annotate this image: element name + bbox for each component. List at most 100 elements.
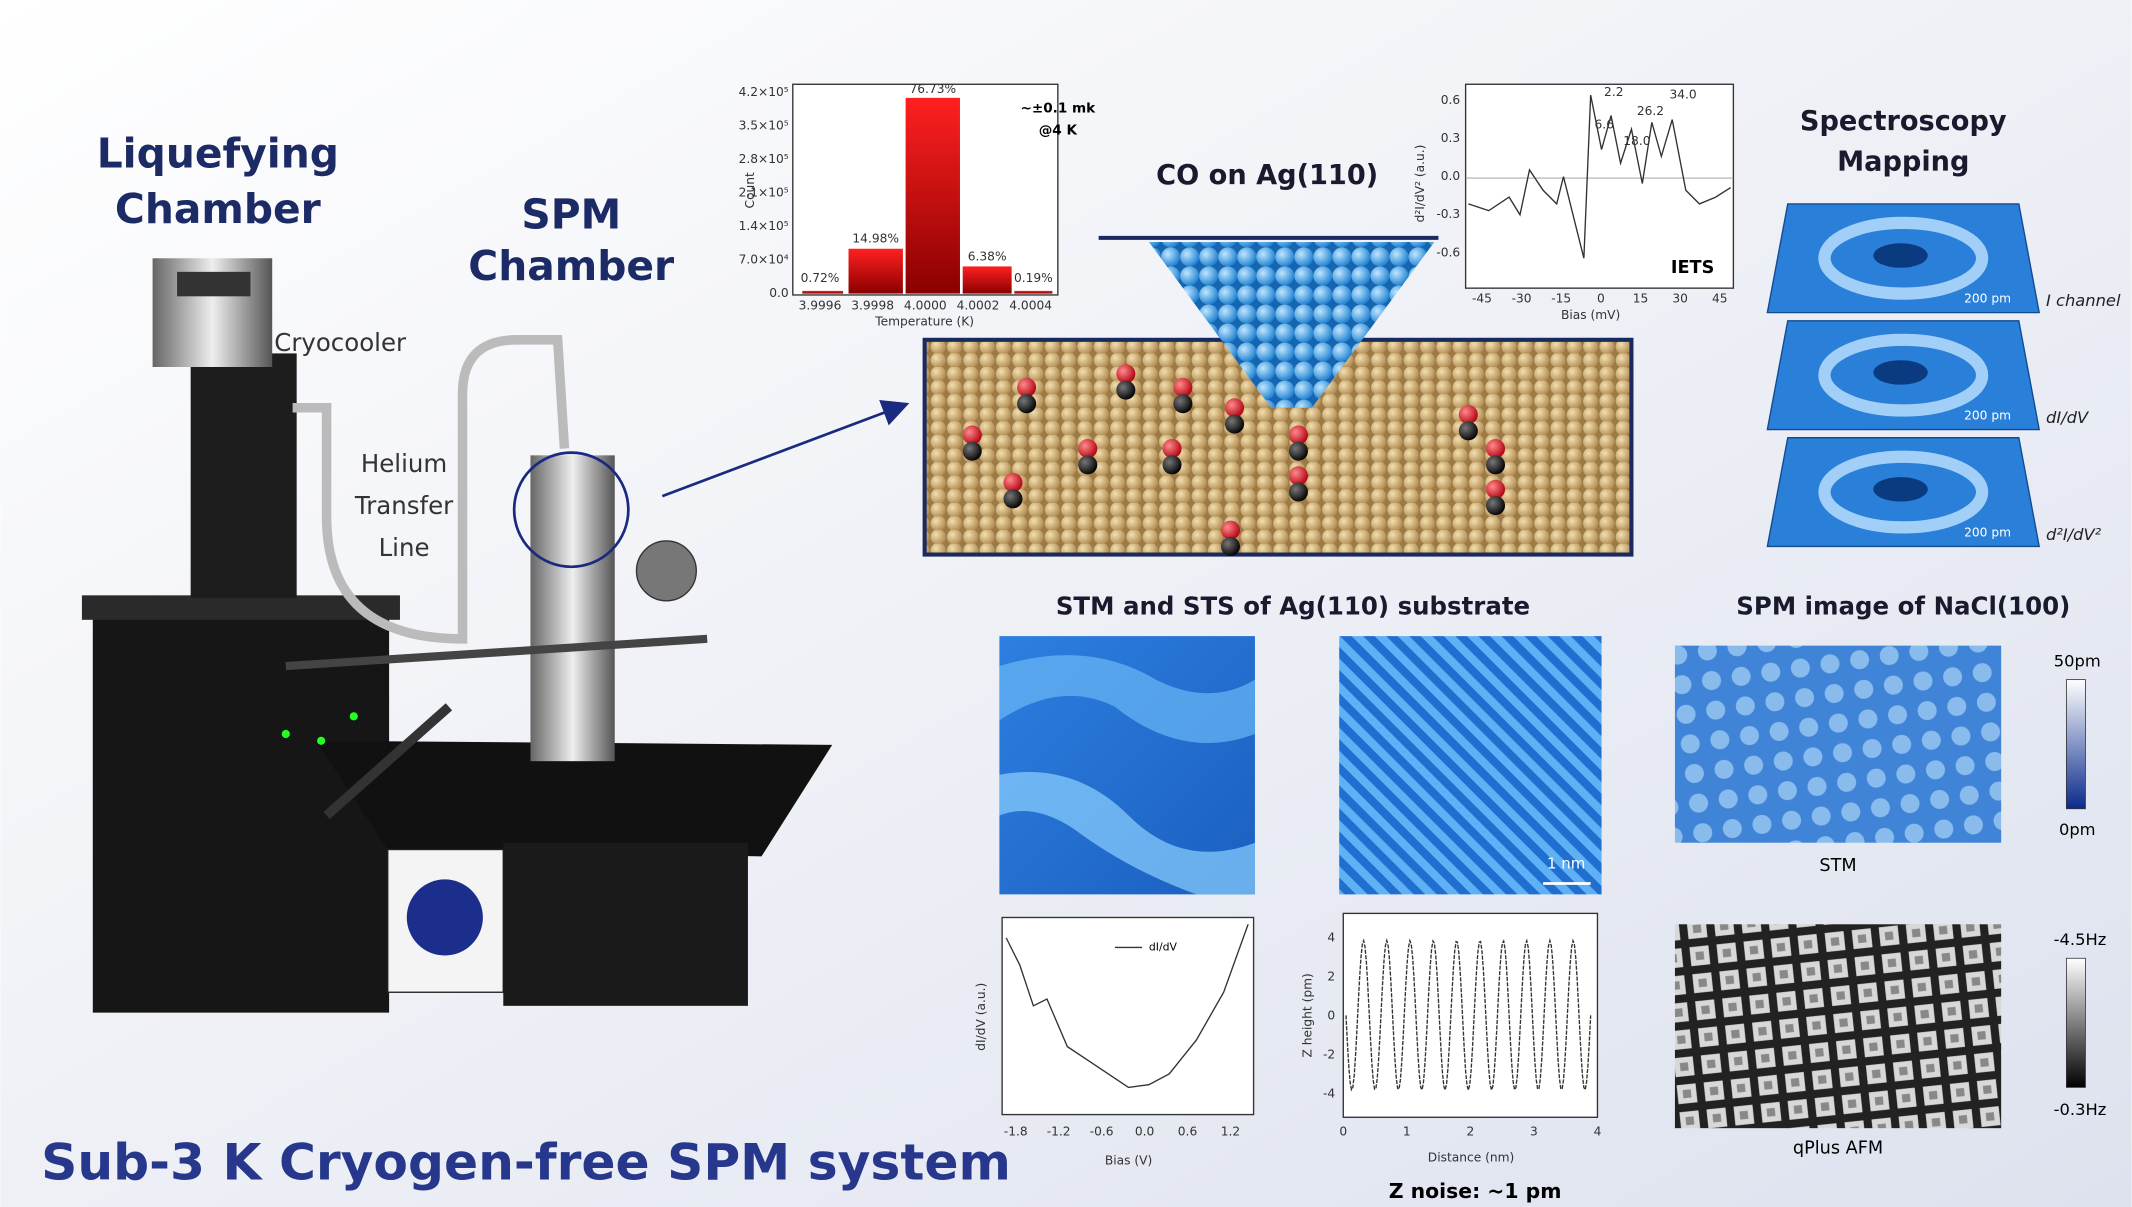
machine-label: Chamber	[115, 185, 321, 233]
sts-plot	[1002, 917, 1253, 1114]
y-tick-label: 0	[1327, 1009, 1335, 1023]
oxygen-atom	[1459, 405, 1478, 424]
bar-label: 14.98%	[852, 232, 899, 246]
channel-label: d²I/dV²	[2046, 525, 2102, 544]
logo	[407, 879, 483, 955]
led	[317, 737, 325, 745]
peak-label: 6.6	[1595, 118, 1614, 132]
x-tick-label: -1.8	[1004, 1125, 1028, 1139]
bar-label: 76.73%	[909, 82, 956, 96]
axis-label: dI/dV (a.u.)	[974, 983, 988, 1051]
part-label: Helium	[361, 449, 447, 478]
plot-label: IETS	[1671, 258, 1714, 278]
legend-label: dI/dV	[1149, 940, 1178, 953]
x-tick-label: 4.0004	[1009, 298, 1052, 312]
panel-title: Spectroscopy	[1800, 106, 2007, 137]
x-tick-label: 4.0000	[904, 298, 947, 312]
x-tick-label: 1	[1403, 1125, 1411, 1139]
y-tick-label: 0.0	[769, 286, 788, 300]
scale-label: 200 pm	[1964, 292, 2011, 306]
x-tick-label: -1.2	[1047, 1125, 1071, 1139]
carbon-atom	[963, 442, 982, 461]
y-tick-label: 0.6	[1441, 93, 1460, 107]
hist-bar	[802, 291, 843, 294]
bar-label: 0.19%	[1014, 271, 1053, 285]
oxygen-atom	[963, 425, 982, 444]
x-tick-label: 3.9998	[851, 298, 894, 312]
colorbar-label: 50pm	[2054, 651, 2101, 670]
bar-label: 0.72%	[801, 271, 840, 285]
part-label: Line	[379, 533, 430, 562]
mapping-layers: 200 pm200 pm200 pm	[1767, 204, 2039, 547]
carbon-atom	[1003, 489, 1022, 508]
y-tick-label: 2	[1327, 969, 1335, 983]
x-tick-label: 4.0002	[957, 298, 1000, 312]
oxygen-atom	[1225, 398, 1244, 417]
colorbar	[2066, 680, 2085, 809]
axis-label: Bias (V)	[1105, 1153, 1152, 1167]
channel-label: I channel	[2046, 291, 2121, 310]
machine-label: Chamber	[468, 242, 674, 290]
figure: Liquefying Chamber SPM Chamber Cryocoole…	[0, 0, 2132, 1207]
colorbar-label: -4.5Hz	[2054, 930, 2107, 949]
viewport	[636, 541, 696, 601]
part-label: Cryocooler	[274, 328, 407, 357]
oxygen-atom	[1078, 439, 1097, 458]
carbon-atom	[1225, 415, 1244, 434]
scale-label: 200 pm	[1964, 408, 2011, 422]
y-tick-label: -4	[1323, 1087, 1335, 1101]
x-tick-label: -15	[1551, 292, 1571, 306]
carbon-atom	[1486, 455, 1505, 474]
channel-label: dI/dV	[2046, 408, 2090, 427]
part-label: Transfer	[354, 491, 454, 520]
axis-label: Z height (pm)	[1300, 973, 1314, 1057]
x-tick-label: 0.6	[1178, 1125, 1197, 1139]
peak-label: 2.2	[1604, 85, 1623, 99]
carbon-atom	[1459, 421, 1478, 440]
histogram	[793, 84, 1058, 295]
oxygen-atom	[1173, 378, 1192, 397]
annotation: @4 K	[1039, 122, 1078, 138]
oxygen-atom	[1017, 378, 1036, 397]
scale-label: 1 nm	[1547, 854, 1585, 872]
y-tick-label: 0.0	[1441, 169, 1460, 183]
nacl-stm-image	[1675, 646, 2001, 843]
x-tick-label: 30	[1672, 292, 1688, 306]
hist-bar	[906, 98, 960, 294]
axis-label: Temperature (K)	[874, 315, 974, 329]
cryocooler-cap	[177, 272, 250, 296]
machine-label: Liquefying	[97, 129, 339, 177]
x-tick-label: -45	[1472, 292, 1492, 306]
axis-label: Distance (nm)	[1428, 1151, 1515, 1165]
annotation: ~±0.1 mk	[1020, 101, 1096, 117]
x-tick-label: 45	[1712, 292, 1728, 306]
oxygen-atom	[1486, 439, 1505, 458]
spm-chamber-body	[530, 455, 614, 761]
y-tick-label: 2.1×10⁵	[739, 186, 789, 200]
carbon-atom	[1486, 496, 1505, 515]
map-core	[1873, 477, 1927, 501]
x-tick-label: 3.9996	[799, 298, 842, 312]
y-tick-label: 7.0×10⁴	[739, 253, 789, 267]
carbon-atom	[1221, 537, 1240, 556]
x-tick-label: 0.0	[1135, 1125, 1154, 1139]
image-label: qPlus AFM	[1793, 1139, 1883, 1159]
main-title: Sub-3 K Cryogen-free SPM system	[41, 1133, 1011, 1192]
peak-label: 18.0	[1623, 134, 1650, 148]
y-tick-label: 4	[1327, 930, 1335, 944]
carbon-atom	[1289, 483, 1308, 502]
machine-label: SPM	[521, 190, 621, 238]
map-layer: 200 pm	[1767, 204, 2039, 313]
panel-title: STM and STS of Ag(110) substrate	[1056, 592, 1530, 621]
x-tick-label: 4	[1594, 1125, 1602, 1139]
carbon-atom	[1017, 394, 1036, 413]
oxygen-atom	[1003, 473, 1022, 492]
map-core	[1873, 360, 1927, 384]
oxygen-atom	[1289, 425, 1308, 444]
panel-title: SPM image of NaCl(100)	[1736, 592, 2070, 621]
carbon-atom	[1116, 381, 1135, 400]
y-tick-label: 4.2×10⁵	[739, 85, 789, 99]
oxygen-atom	[1163, 439, 1182, 458]
oxygen-atom	[1221, 521, 1240, 540]
table-base	[503, 843, 748, 1006]
